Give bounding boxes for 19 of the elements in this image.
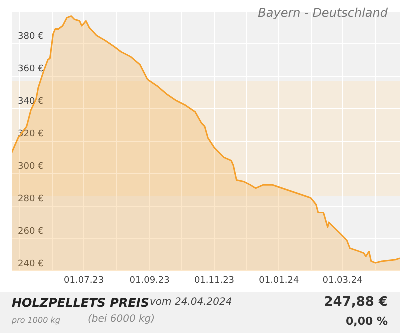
x-tick-label: 01.11.23	[194, 276, 235, 286]
x-tick-label: 01.07.23	[64, 276, 104, 286]
y-tick-label: 240 €	[18, 260, 44, 270]
x-tick-label: 01.01.24	[259, 276, 300, 286]
y-tick-label: 360 €	[18, 64, 44, 75]
y-tick-label: 340 €	[18, 97, 44, 108]
y-tick-label: 280 €	[18, 194, 44, 205]
text: HOLZPELLETS PREIS	[12, 296, 150, 310]
x-tick-label: 01.03.24	[322, 276, 364, 286]
text: (bei 6000 kg)	[88, 314, 156, 325]
y-tick-label: 300 €	[18, 162, 44, 172]
text: 0,00 %	[346, 315, 388, 328]
text: vom 24.04.2024	[150, 297, 232, 308]
text: 247,88 €	[324, 295, 388, 310]
y-tick-label: 260 €	[18, 227, 44, 238]
x-tick-label: 01.09.23	[130, 276, 170, 286]
y-tick-label: 380 €	[18, 32, 44, 42]
text: pro 1000 kg	[12, 316, 60, 325]
annotation: Bayern - Deutschland	[258, 6, 388, 20]
